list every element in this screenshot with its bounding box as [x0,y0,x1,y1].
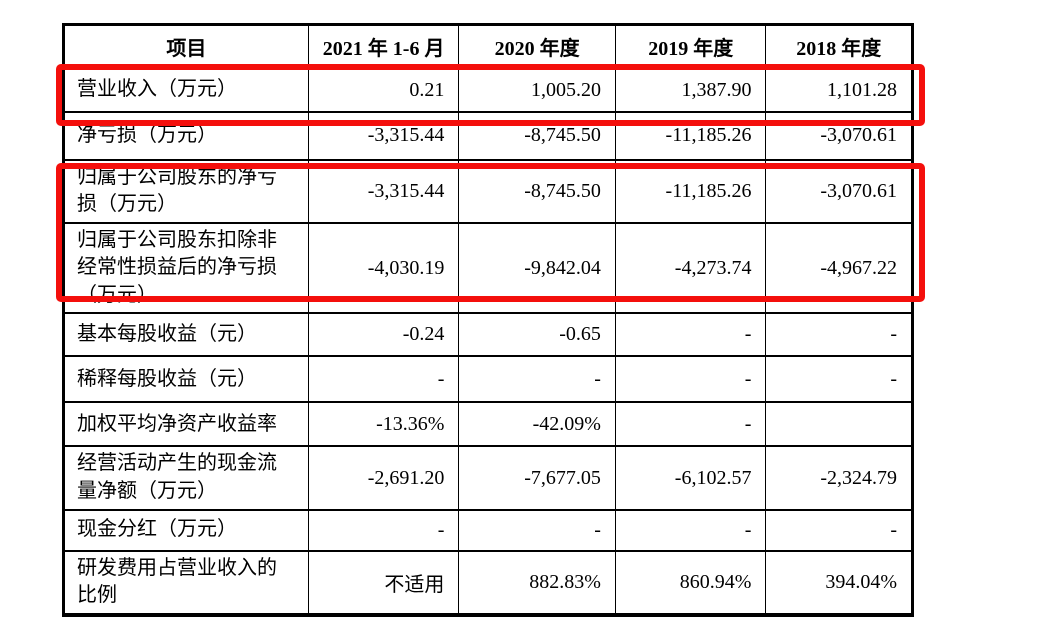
row-value: - [765,355,913,404]
row-value: -42.09% [458,401,616,448]
table-header: 项目 2021 年 1-6 月 2020 年度 2019 年度 2018 年度 [63,23,913,70]
row-value: -2,691.20 [307,445,460,511]
table-row: 加权平均净资产收益率 -13.36% -42.09% - [63,401,913,448]
row-label: 加权平均净资产收益率 [63,401,309,448]
table-row: 归属于公司股东的净亏损（万元） -3,315.44 -8,745.50 -11,185… [63,158,913,224]
table-body: 营业收入（万元） 0.21 1,005.20 1,387.90 1,101.28 净亏损（… [63,67,913,616]
row-value: - [307,508,460,552]
table-row: 净亏损（万元） -3,315.44 -8,745.50 -11,185.26 -3,07… [63,110,913,161]
column-header-2018: 2018 年度 [765,23,913,70]
table-row: 营业收入（万元） 0.21 1,005.20 1,387.90 1,101.28 [63,67,913,113]
row-value: - [614,401,767,448]
financial-table-container: 项目 2021 年 1-6 月 2020 年度 2019 年度 2018 年度 … [62,23,914,617]
row-label: 稀释每股收益（元） [63,355,309,404]
row-value: -2,324.79 [765,445,913,511]
table-row: 稀释每股收益（元） - - - - [63,355,913,404]
row-value: -0.65 [458,312,616,358]
row-value: -9,842.04 [458,221,616,315]
table-row: 研发费用占营业收入的比例 不适用 882.83% 860.94% 394.04% [63,549,913,616]
column-header-item: 项目 [63,23,309,70]
row-value: -3,315.44 [307,110,460,161]
row-value: 394.04% [765,549,913,616]
table-row: 经营活动产生的现金流量净额（万元） -2,691.20 -7,677.05 -6,10… [63,445,913,511]
row-value: -4,030.19 [307,221,460,315]
row-value: - [458,508,616,552]
row-value: - [307,355,460,404]
row-label: 营业收入（万元） [63,67,309,113]
row-value: -4,273.74 [614,221,767,315]
row-value: - [614,312,767,358]
row-value: 不适用 [307,549,460,616]
row-value: - [614,355,767,404]
row-label: 经营活动产生的现金流量净额（万元） [63,445,309,511]
column-header-2019: 2019 年度 [614,23,767,70]
column-header-2021-h1: 2021 年 1-6 月 [307,23,460,70]
financial-summary-table: 项目 2021 年 1-6 月 2020 年度 2019 年度 2018 年度 … [62,23,914,617]
row-value: 1,005.20 [458,67,616,113]
row-value: - [458,355,616,404]
row-label: 现金分红（万元） [63,508,309,552]
row-value: -11,185.26 [614,158,767,224]
row-value: - [765,508,913,552]
table-row: 现金分红（万元） - - - - [63,508,913,552]
row-value: -6,102.57 [614,445,767,511]
row-label: 归属于公司股东的净亏损（万元） [63,158,309,224]
row-value: 1,101.28 [765,67,913,113]
row-value: -7,677.05 [458,445,616,511]
row-value: -13.36% [307,401,460,448]
row-value: 882.83% [458,549,616,616]
row-label: 基本每股收益（元） [63,312,309,358]
row-value: -0.24 [307,312,460,358]
row-value: -8,745.50 [458,158,616,224]
column-header-2020: 2020 年度 [458,23,616,70]
row-label: 研发费用占营业收入的比例 [63,549,309,616]
row-value: - [614,508,767,552]
table-row: 归属于公司股东扣除非经常性损益后的净亏损（万元） -4,030.19 -9,842.… [63,221,913,315]
row-value: 0.21 [307,67,460,113]
row-value: - [765,312,913,358]
table-row: 基本每股收益（元） -0.24 -0.65- - [63,312,913,358]
row-value: -3,315.44 [307,158,460,224]
row-label: 净亏损（万元） [63,110,309,161]
row-value: -11,185.26 [614,110,767,161]
row-value: -8,745.50 [458,110,616,161]
row-value: 1,387.90 [614,67,767,113]
row-label: 归属于公司股东扣除非经常性损益后的净亏损（万元） [63,221,309,315]
row-value: -4,967.22 [765,221,913,315]
row-value: 860.94% [614,549,767,616]
header-row: 项目 2021 年 1-6 月 2020 年度 2019 年度 2018 年度 [63,23,913,70]
row-value [765,401,913,448]
row-value: -3,070.61 [765,158,913,224]
row-value: -3,070.61 [765,110,913,161]
